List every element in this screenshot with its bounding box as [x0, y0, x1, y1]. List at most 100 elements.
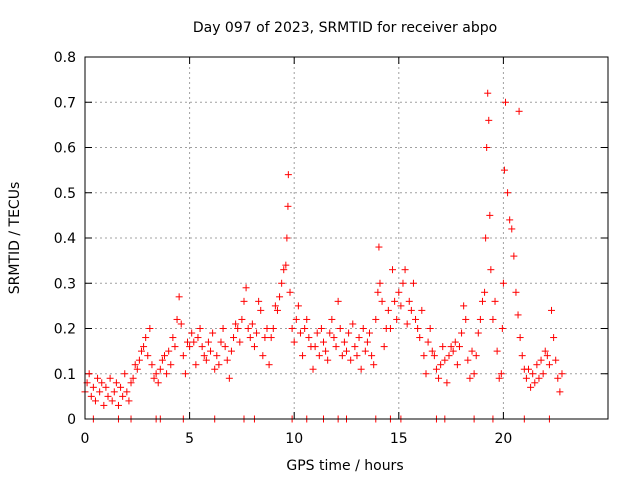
data-point	[98, 379, 106, 387]
data-point	[487, 266, 495, 274]
data-point	[414, 325, 422, 332]
data-point	[102, 383, 110, 391]
data-point	[514, 311, 522, 319]
data-point	[278, 279, 286, 287]
data-point	[194, 334, 202, 342]
data-point	[527, 383, 535, 391]
data-point	[129, 374, 137, 382]
data-point	[332, 343, 340, 351]
data-point	[234, 325, 242, 332]
data-point	[181, 370, 189, 378]
data-point	[238, 315, 246, 323]
data-point	[447, 343, 455, 351]
data-point	[531, 379, 539, 387]
data-point	[305, 334, 313, 342]
data-point	[269, 325, 277, 332]
data-point	[470, 370, 478, 378]
data-point	[368, 352, 376, 360]
data-point	[192, 361, 200, 369]
data-point	[412, 315, 420, 323]
data-point	[474, 329, 482, 337]
data-point	[515, 107, 523, 115]
data-point	[389, 266, 397, 274]
data-point	[110, 388, 118, 396]
data-point	[215, 361, 223, 369]
data-point	[313, 329, 321, 337]
data-point	[522, 374, 530, 382]
data-point	[343, 347, 350, 355]
data-point	[230, 334, 238, 342]
data-point	[355, 334, 363, 342]
data-point	[399, 279, 407, 287]
data-point	[311, 343, 319, 351]
data-point	[361, 347, 369, 355]
data-point	[114, 401, 122, 409]
data-point	[501, 98, 509, 106]
data-point	[246, 334, 254, 342]
data-point	[283, 234, 291, 242]
data-point	[280, 266, 288, 274]
data-point	[558, 370, 566, 378]
data-point	[286, 288, 294, 296]
data-point	[445, 352, 453, 360]
data-point	[489, 315, 497, 323]
data-point	[336, 325, 344, 332]
data-point	[376, 279, 384, 287]
data-point	[543, 352, 551, 360]
data-point	[449, 347, 457, 355]
data-point	[460, 302, 468, 310]
data-point	[135, 356, 143, 364]
data-point	[338, 352, 346, 360]
data-point	[334, 297, 342, 305]
data-point	[290, 338, 298, 346]
data-point	[518, 352, 526, 360]
data-point	[322, 347, 330, 355]
data-point	[240, 297, 248, 305]
data-point	[112, 379, 120, 387]
data-point	[424, 338, 432, 346]
data-point	[420, 352, 428, 360]
data-point	[435, 374, 443, 382]
x-axis-label: GPS time / hours	[286, 458, 403, 474]
data-point	[315, 352, 323, 360]
data-point	[167, 361, 175, 369]
data-point	[395, 288, 403, 296]
data-point	[554, 374, 562, 382]
data-point	[498, 325, 506, 332]
data-point	[96, 388, 104, 396]
data-point	[184, 338, 192, 346]
data-point	[482, 234, 490, 242]
data-point	[363, 338, 371, 346]
data-point	[535, 374, 543, 382]
data-point	[484, 89, 492, 97]
data-point	[91, 397, 99, 405]
data-point	[123, 388, 131, 396]
data-point	[426, 325, 434, 332]
x-tick-label: 10	[285, 431, 303, 447]
data-point	[455, 343, 463, 351]
data-point	[177, 320, 185, 328]
data-point	[219, 325, 227, 332]
plot-frame	[84, 56, 609, 420]
data-point	[508, 225, 516, 233]
data-point	[516, 334, 524, 342]
data-point	[495, 374, 503, 382]
data-point	[380, 343, 388, 351]
data-point	[510, 252, 518, 260]
data-point	[432, 365, 440, 373]
data-point	[330, 334, 338, 342]
data-point	[119, 392, 127, 400]
data-point	[263, 325, 271, 332]
data-point	[108, 397, 116, 405]
data-point	[225, 374, 233, 382]
data-point	[353, 352, 361, 360]
data-point	[140, 343, 148, 351]
data-point	[117, 383, 125, 391]
data-point	[324, 356, 332, 364]
y-tick-label: 0.3	[54, 276, 76, 292]
data-point	[87, 392, 95, 400]
data-point	[248, 320, 256, 328]
data-point	[386, 325, 394, 332]
data-point	[146, 325, 154, 332]
data-point	[200, 352, 208, 360]
